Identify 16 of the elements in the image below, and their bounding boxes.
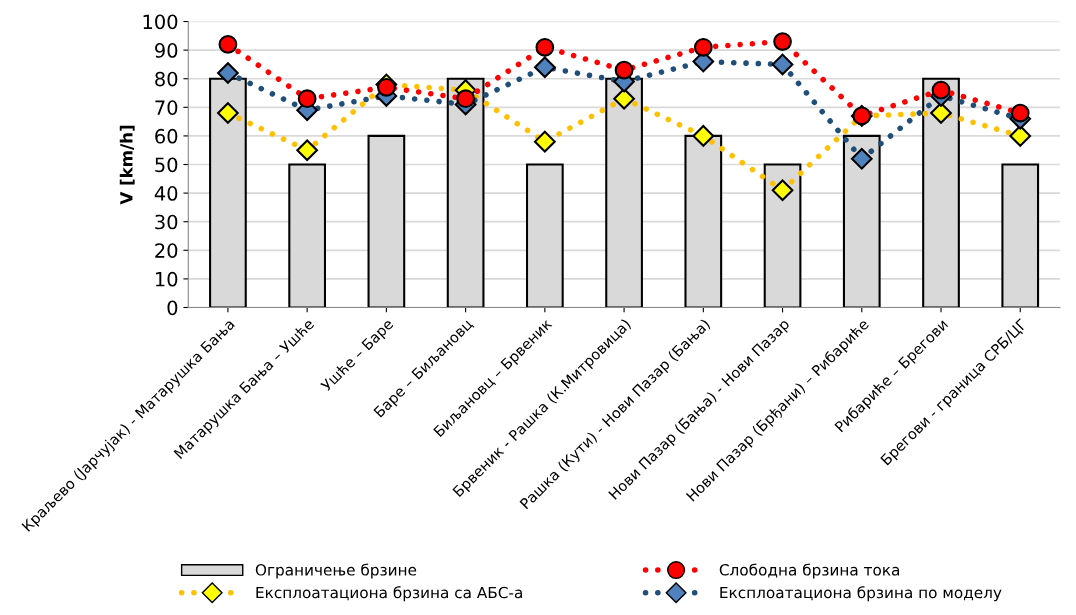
- y-tick-label: 20: [155, 243, 178, 258]
- y-tick-label: 60: [155, 128, 178, 144]
- y-tick-label: 0: [167, 300, 178, 316]
- y-tick-label: 80: [155, 71, 178, 87]
- y-tick-label: 10: [155, 271, 178, 287]
- y-tick-label: 50: [155, 157, 178, 173]
- y-tick-label: 40: [154, 186, 178, 201]
- y-tick-label: 30: [155, 214, 178, 230]
- y-tick-label: 100: [143, 14, 178, 30]
- y-axis-title: V [km/h]: [119, 125, 135, 205]
- legend-label: Експлоатациона брзина по моделу: [720, 586, 1002, 602]
- y-tick-label: 70: [155, 100, 178, 115]
- legend-label: Ограничење брзине: [255, 563, 417, 579]
- legend-label: Експлоатациона брзина са АБС-а: [256, 586, 522, 602]
- y-tick-label: 90: [155, 43, 178, 58]
- legend-label: Слободна брзина тока: [719, 563, 900, 579]
